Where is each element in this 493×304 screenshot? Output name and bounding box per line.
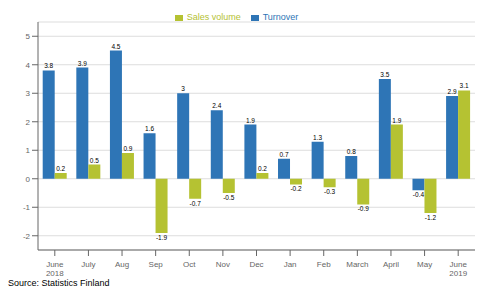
html-text:Source: Statistics Finland: Source: Statistics Finland: [8, 278, 110, 288]
svg-text:Aug: Aug: [115, 260, 129, 269]
svg-text:3.8: 3.8: [44, 62, 53, 69]
svg-text:-2: -2: [23, 232, 31, 241]
svg-text:5: 5: [26, 32, 31, 41]
svg-text:Nov: Nov: [216, 260, 230, 269]
svg-text:4.5: 4.5: [111, 43, 120, 50]
svg-text:1.9: 1.9: [246, 117, 255, 124]
svg-text:April: April: [383, 260, 399, 269]
svg-text:-0.9: -0.9: [358, 205, 370, 212]
svg-text:-0.7: -0.7: [190, 200, 202, 207]
svg-text:2.4: 2.4: [212, 102, 221, 109]
svg-text:May: May: [417, 260, 432, 269]
html-text:Turnover: Turnover: [262, 12, 299, 22]
svg-text:-0.3: -0.3: [324, 188, 336, 195]
svg-text:-1.2: -1.2: [425, 214, 437, 221]
svg-text:3.5: 3.5: [380, 71, 389, 78]
svg-text:4: 4: [26, 61, 31, 70]
svg-text:0.2: 0.2: [56, 165, 65, 172]
svg-text:1: 1: [26, 146, 31, 155]
svg-text:1.9: 1.9: [392, 117, 401, 124]
svg-text:1.3: 1.3: [313, 134, 322, 141]
svg-text:3.9: 3.9: [78, 60, 87, 67]
svg-text:June2018: June2018: [46, 260, 64, 276]
svg-text:2.9: 2.9: [448, 88, 457, 95]
svg-text:-1: -1: [23, 203, 31, 212]
svg-text:0.2: 0.2: [258, 165, 267, 172]
svg-text:3: 3: [26, 89, 31, 98]
html-text:Sales volume: Sales volume: [186, 12, 241, 22]
svg-text:3.1: 3.1: [460, 82, 469, 89]
svg-text:2: 2: [26, 118, 31, 127]
svg-text:3: 3: [181, 85, 185, 92]
svg-text:-0.5: -0.5: [223, 194, 235, 201]
svg-text:0: 0: [26, 175, 31, 184]
svg-text:-0.4: -0.4: [413, 191, 425, 198]
svg-text:-1.9: -1.9: [156, 234, 168, 241]
svg-text:-0.2: -0.2: [290, 185, 302, 192]
svg-text:Feb: Feb: [317, 260, 331, 269]
svg-text:0.7: 0.7: [279, 151, 288, 158]
svg-text:0.5: 0.5: [90, 157, 99, 164]
svg-text:July: July: [81, 260, 95, 269]
svg-text:March: March: [346, 260, 368, 269]
svg-text:0.9: 0.9: [123, 145, 132, 152]
svg-text:Oct: Oct: [183, 260, 196, 269]
svg-text:Jan: Jan: [284, 260, 297, 269]
svg-text:June2019: June2019: [449, 260, 467, 276]
svg-text:Dec: Dec: [249, 260, 263, 269]
svg-text:1.6: 1.6: [145, 125, 154, 132]
svg-text:0.8: 0.8: [347, 148, 356, 155]
svg-text:Sep: Sep: [149, 260, 164, 269]
